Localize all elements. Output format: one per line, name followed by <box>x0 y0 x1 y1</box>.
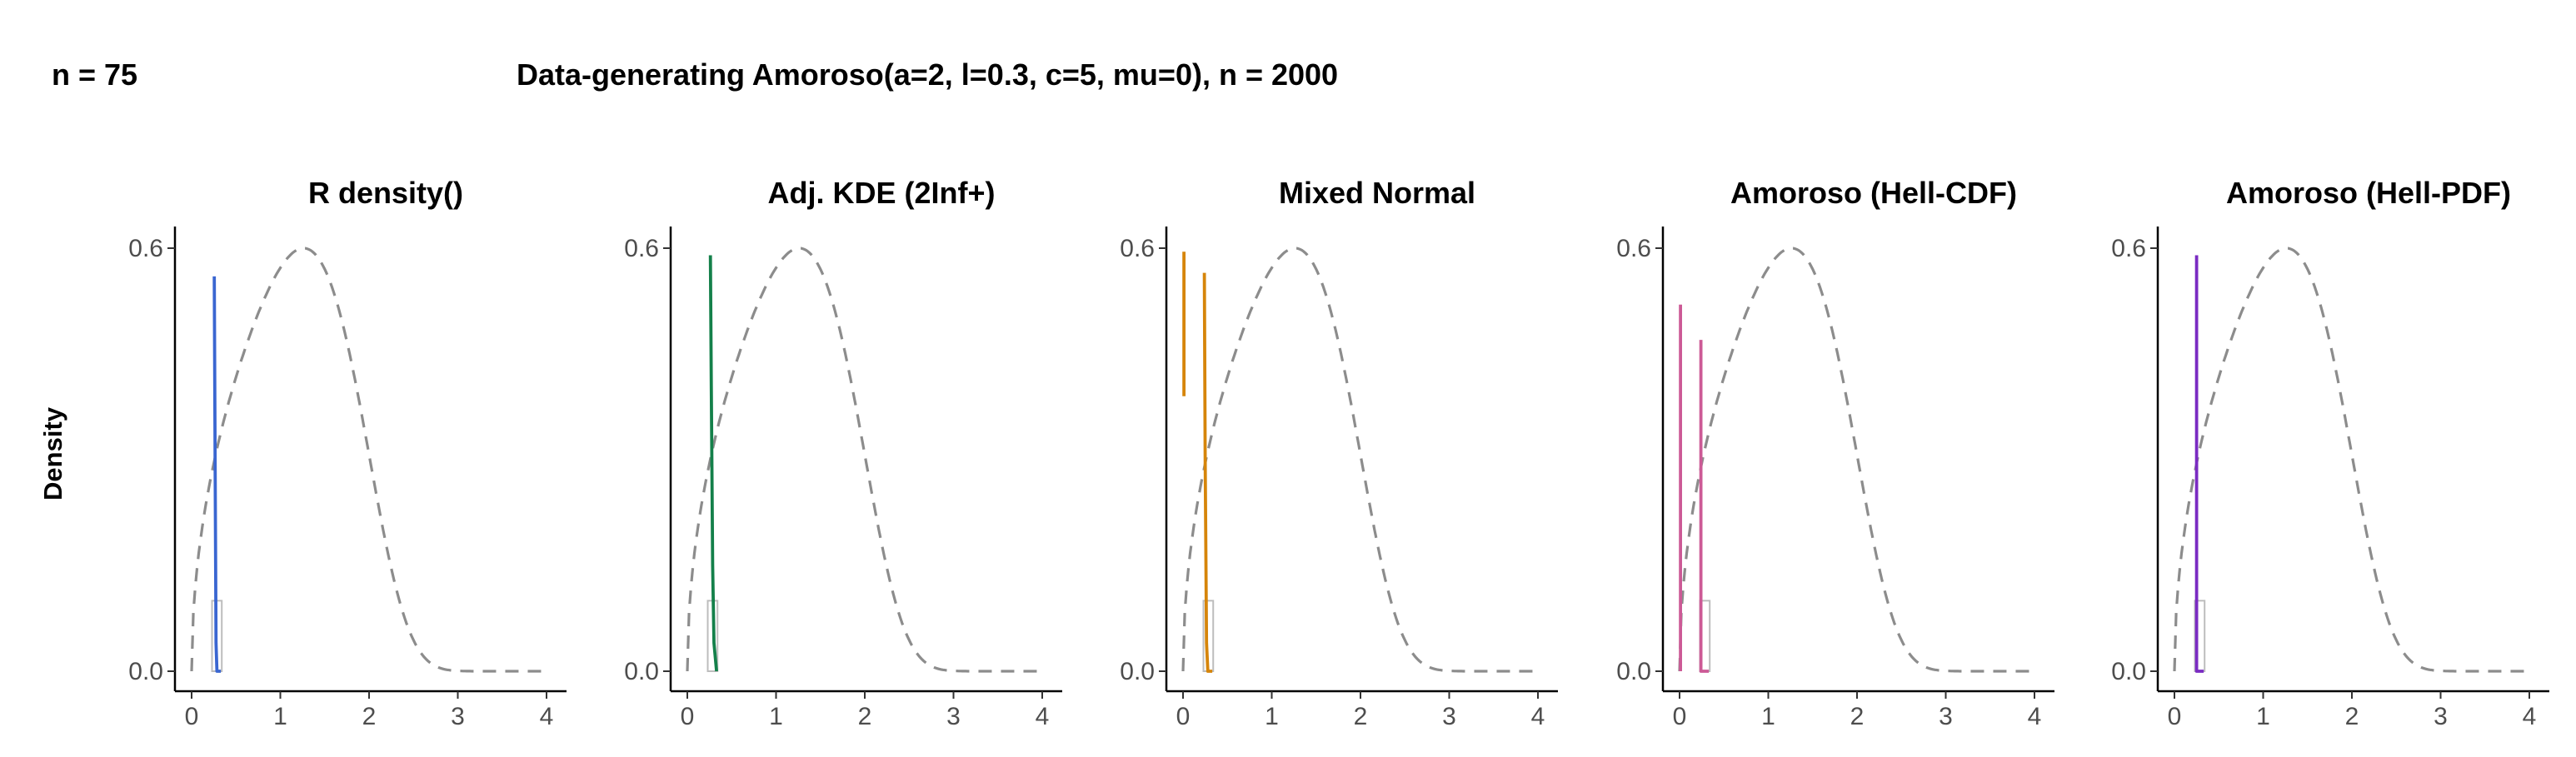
x-tick-label: 3 <box>946 703 961 730</box>
estimate-density-line <box>212 276 222 673</box>
x-tick-label: 1 <box>1265 703 1279 730</box>
y-axis-label: Density <box>38 406 67 501</box>
panel-2: Adj. KDE (2Inf+) 0 1 2 3 4 0.0 0.6 <box>624 176 1062 730</box>
y-tick-label: 0.6 <box>2111 235 2146 262</box>
panel-1: R density() 0 1 2 3 4 0.0 0.6 <box>128 176 567 730</box>
x-tick-label: 0 <box>1176 703 1191 730</box>
y-tick-label: 0.0 <box>2111 658 2146 685</box>
x-tick-label: 4 <box>1036 703 1050 730</box>
estimate-density-line <box>2194 255 2204 673</box>
panel-3: Mixed Normal 0 1 2 3 4 0.0 0.6 <box>1120 176 1558 730</box>
panel-5: Amoroso (Hell-PDF) 0 1 2 3 4 0.0 0.6 <box>2111 176 2549 730</box>
panel-title: R density() <box>308 176 463 210</box>
x-tick-label: 0 <box>681 703 695 730</box>
figure-title: Data-generating Amoroso(a=2, l=0.3, c=5,… <box>517 57 1338 92</box>
estimate-density-line <box>1699 340 1710 673</box>
x-tick-label: 2 <box>1850 703 1865 730</box>
panel-title: Mixed Normal <box>1279 176 1475 210</box>
x-tick-label: 1 <box>769 703 783 730</box>
y-tick-label: 0.0 <box>1616 658 1651 685</box>
y-tick-label: 0.6 <box>1616 235 1651 262</box>
x-tick-label: 2 <box>1354 703 1368 730</box>
y-tick-label: 0.6 <box>128 235 163 262</box>
x-tick-label: 0 <box>2168 703 2182 730</box>
panel-4: Amoroso (Hell-CDF) 0 1 2 3 4 0.0 0.6 <box>1616 176 2054 730</box>
x-tick-label: 2 <box>2345 703 2359 730</box>
sample-size-label: n = 75 <box>52 57 137 92</box>
x-tick-label: 4 <box>2028 703 2042 730</box>
reference-density-line <box>1678 247 2034 673</box>
y-tick-label: 0.6 <box>1120 235 1155 262</box>
y-tick-label: 0.6 <box>624 235 659 262</box>
x-tick-label: 1 <box>2256 703 2270 730</box>
x-tick-label: 1 <box>273 703 287 730</box>
y-tick-label: 0.0 <box>128 658 163 685</box>
x-tick-label: 4 <box>2523 703 2537 730</box>
panel-title: Amoroso (Hell-PDF) <box>2226 176 2511 210</box>
panels: R density() 0 1 2 3 4 0.0 0.6 Adj. KDE (2Inf+) 0 1… <box>128 176 2549 730</box>
x-tick-label: 4 <box>1531 703 1545 730</box>
estimate-density-line <box>708 255 718 672</box>
x-tick-label: 4 <box>540 703 554 730</box>
x-tick-label: 0 <box>1673 703 1687 730</box>
reference-density-line <box>2173 247 2529 673</box>
reference-density-line <box>190 247 547 673</box>
x-tick-label: 0 <box>185 703 199 730</box>
panel-title: Adj. KDE (2Inf+) <box>767 176 995 210</box>
reference-density-line <box>686 247 1042 673</box>
y-tick-label: 0.0 <box>1120 658 1155 685</box>
reference-density-line <box>1181 247 1538 673</box>
x-tick-label: 2 <box>362 703 377 730</box>
x-tick-label: 3 <box>451 703 465 730</box>
x-tick-label: 3 <box>1442 703 1456 730</box>
estimate-density-line <box>1202 272 1213 673</box>
x-tick-label: 3 <box>2434 703 2448 730</box>
y-tick-label: 0.0 <box>624 658 659 685</box>
x-tick-label: 2 <box>858 703 872 730</box>
x-tick-label: 3 <box>1939 703 1953 730</box>
x-tick-label: 1 <box>1761 703 1775 730</box>
panel-title: Amoroso (Hell-CDF) <box>1730 176 2017 210</box>
